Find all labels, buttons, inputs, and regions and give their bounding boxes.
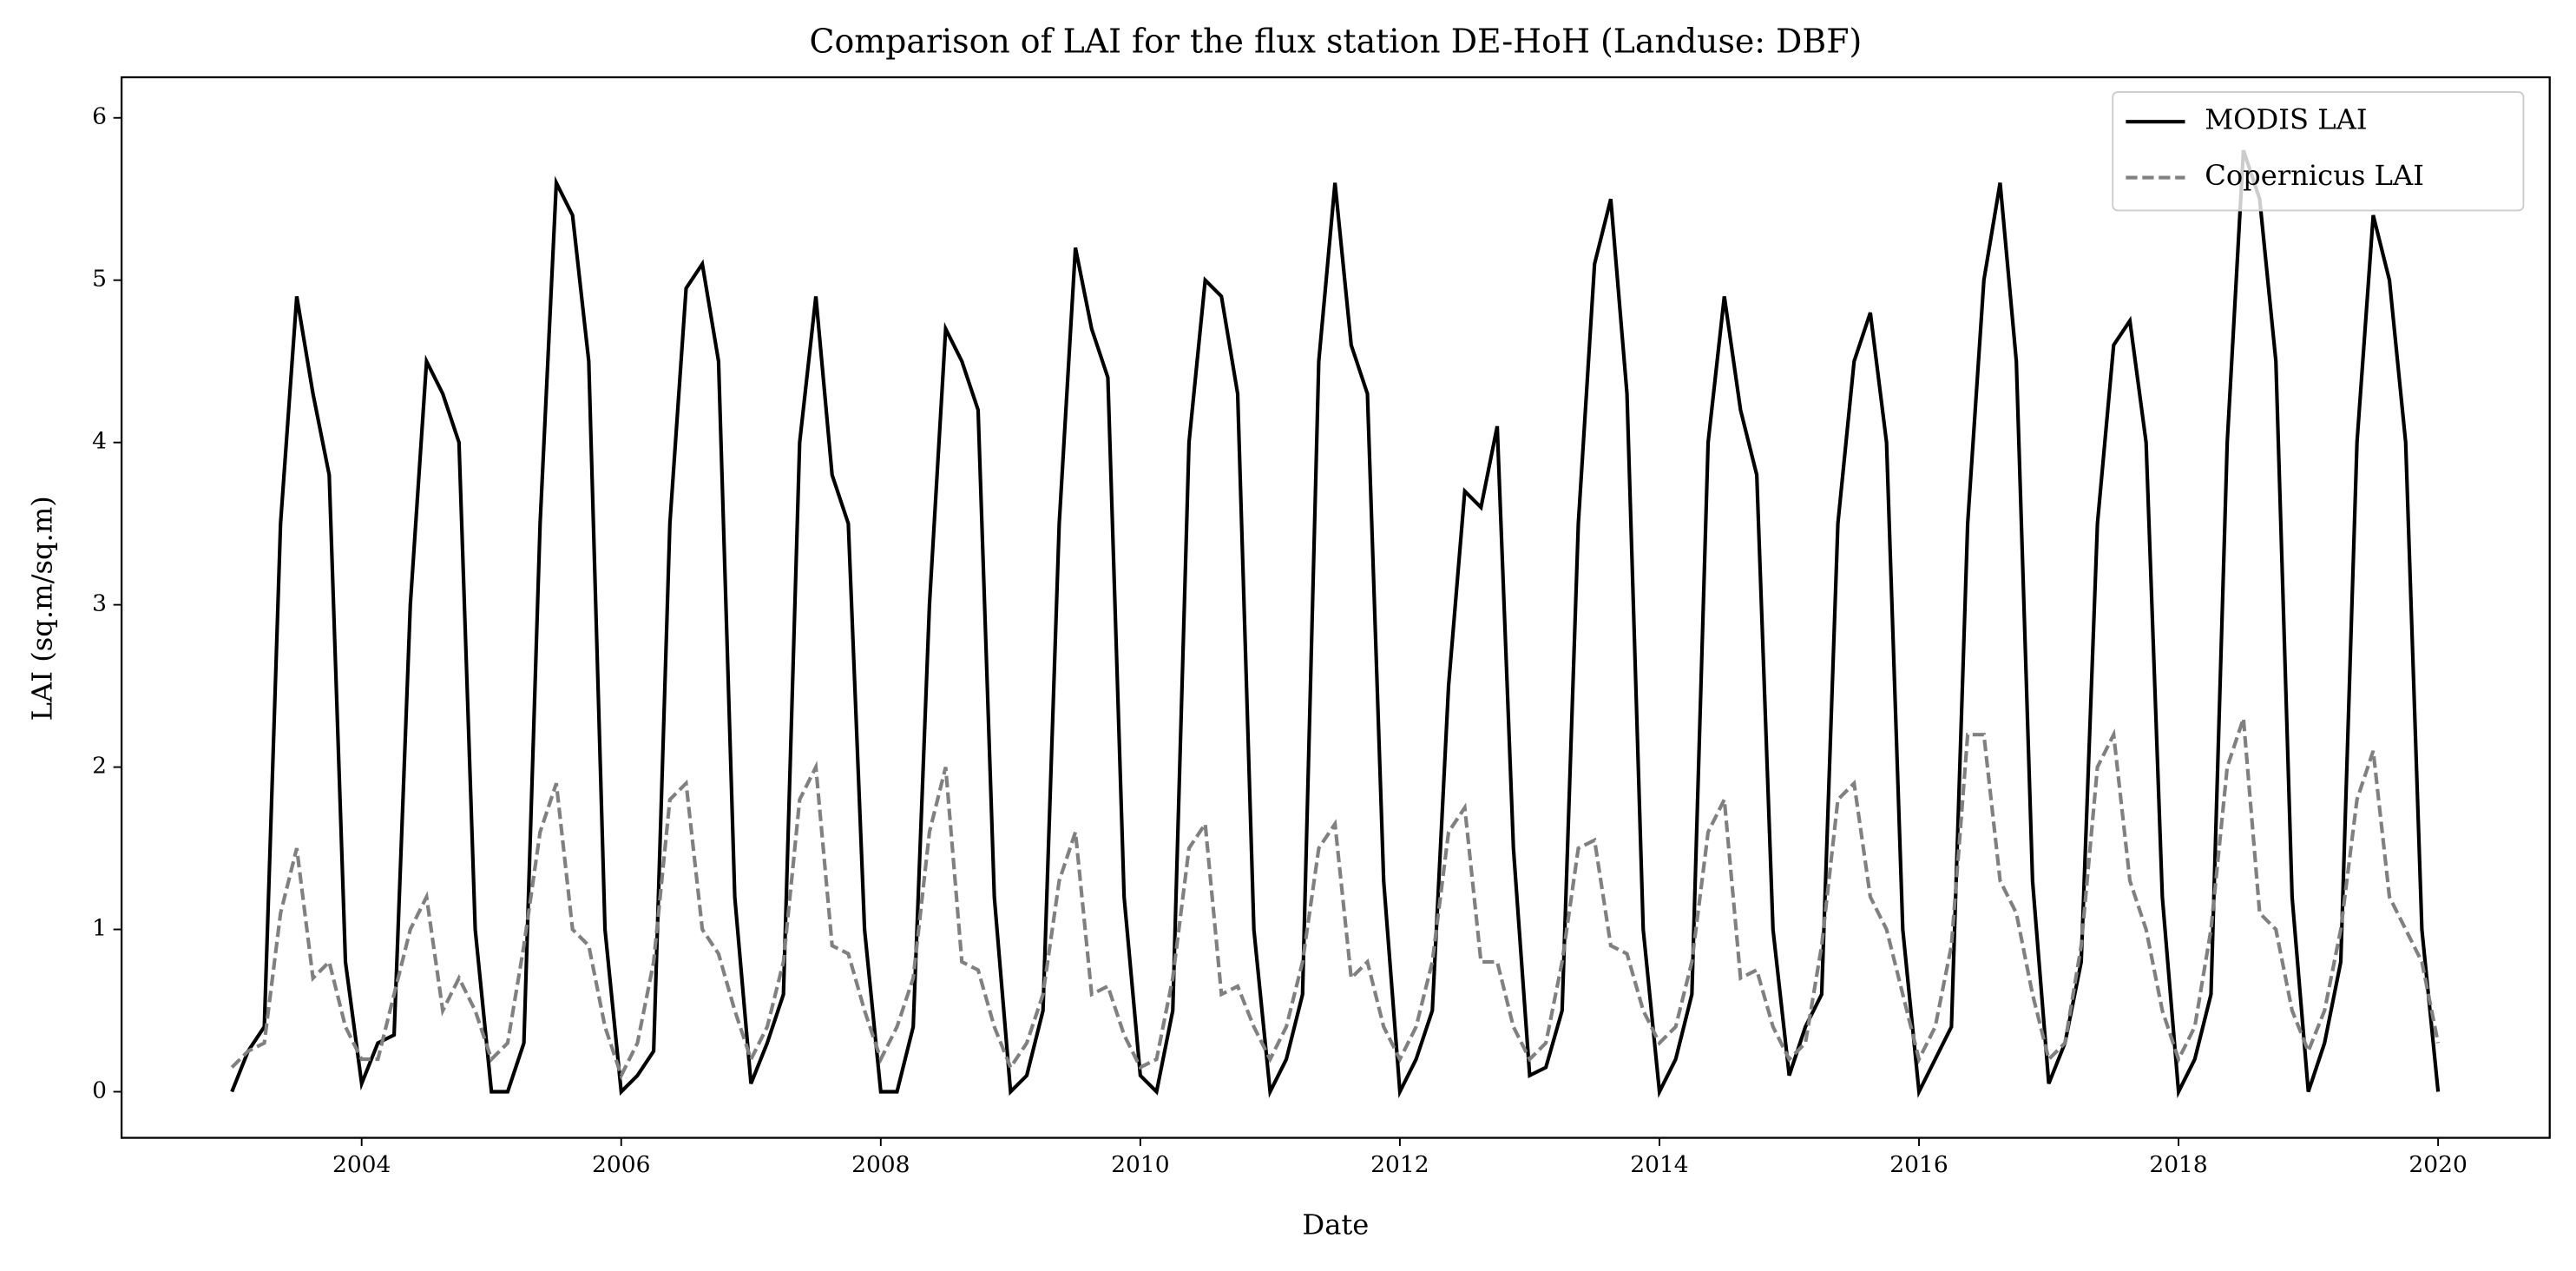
- x-tick-label: 2018: [2149, 1151, 2207, 1178]
- data-line: [230, 717, 2441, 1081]
- legend-box: [2112, 91, 2525, 212]
- x-tick-label: 2020: [2408, 1151, 2467, 1178]
- x-tick-label: 2010: [1111, 1151, 1169, 1178]
- legend-label: MODIS LAI: [2205, 103, 2367, 136]
- x-tick-label: 2006: [592, 1151, 650, 1178]
- y-tick-label: 3: [92, 590, 107, 617]
- x-tick-label: 2008: [851, 1151, 910, 1178]
- y-tick-label: 1: [92, 915, 107, 942]
- x-tick-label: 2014: [1630, 1151, 1688, 1178]
- y-tick-label: 0: [92, 1077, 107, 1103]
- y-tick-label: 4: [92, 428, 107, 455]
- y-tick-label: 6: [92, 103, 107, 130]
- x-tick-label: 2004: [332, 1151, 391, 1178]
- y-tick-label: 2: [92, 753, 107, 780]
- x-tick-label: 2012: [1370, 1151, 1429, 1178]
- x-tick-label: 2016: [1889, 1151, 1948, 1178]
- chart-title: Comparison of LAI for the flux station D…: [810, 23, 1863, 61]
- x-axis-label: Date: [1302, 1208, 1369, 1241]
- plot-frame: [120, 76, 2551, 1139]
- y-tick-label: 5: [92, 266, 107, 293]
- legend-label: Copernicus LAI: [2205, 159, 2424, 192]
- y-axis-label: LAI (sq.m/sq.m): [26, 496, 59, 721]
